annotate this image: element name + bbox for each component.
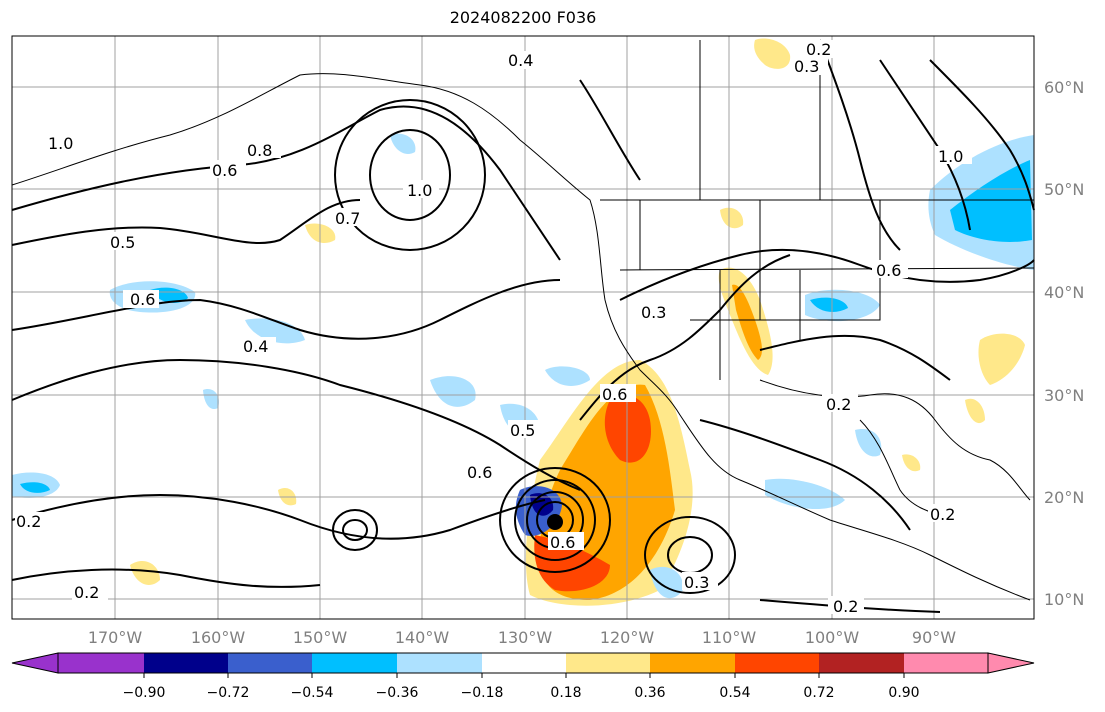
colorbar-swatch [397,653,482,673]
lon-label: 170°W [88,628,143,647]
colorbar-swatch [819,653,904,673]
contour-label: 1.0 [407,181,432,200]
colorbar-tick: −0.72 [207,685,250,701]
lon-label: 130°W [498,628,553,647]
colorbar-tick: −0.54 [291,685,334,701]
contour-label: 0.2 [930,505,955,524]
lon-label: 120°W [600,628,655,647]
colorbar-tick: −0.18 [461,685,504,701]
contour-label: 0.5 [110,233,135,252]
contour-label: 1.0 [938,147,963,166]
contour-label: 0.5 [510,421,535,440]
contour-label: 0.6 [550,533,575,552]
storm-center-marker [547,514,563,530]
contour-label: 0.4 [508,51,533,70]
contour-lines [11,39,1035,613]
lat-label: 50°N [1044,180,1084,199]
lat-label: 10°N [1044,590,1084,609]
colorbar-swatch [482,653,566,673]
coastlines [11,40,1035,601]
colorbar-tick: 0.90 [888,685,919,701]
contour-label: 0.4 [243,337,268,356]
colorbar-tick: 0.72 [803,685,834,701]
map-title: 2024082200 F036 [449,8,597,27]
colorbar-swatch [650,653,735,673]
colorbar-tick: 0.18 [550,685,581,701]
colorbar-min-extend [11,652,59,674]
contour-label: 0.8 [247,141,272,160]
contour-label: 0.2 [806,40,831,59]
colorbar-swatch [144,653,228,673]
lat-label: 40°N [1044,283,1084,302]
contour-label: 0.7 [335,209,360,228]
colorbar-tick: 0.36 [634,685,665,701]
contour-label: 0.2 [16,512,41,531]
lat-label: 20°N [1044,488,1084,507]
contour-label: 1.0 [48,134,73,153]
colorbar-swatch [58,653,144,673]
lat-label: 60°N [1044,78,1084,97]
lon-label: 110°W [702,628,757,647]
colorbar: −0.90 −0.72 −0.54 −0.36 −0.18 0.18 0.36 … [11,652,1035,701]
colorbar-tick: 0.54 [719,685,750,701]
lon-label: 90°W [912,628,956,647]
colorbar-tick: −0.36 [376,685,419,701]
colorbar-swatch [312,653,397,673]
colorbar-swatch [566,653,650,673]
plot-frame [11,35,1035,620]
lon-label: 150°W [293,628,348,647]
contour-label: 0.6 [467,463,492,482]
contour-label: 0.3 [641,303,666,322]
contour-label: 0.6 [212,161,237,180]
colorbar-tick: −0.90 [123,685,166,701]
contour-label-group: 0.6 0.4 1.0 0.6 0.2 0.2 0.3 0.2 0.6 0.4 … [15,40,972,616]
contour-label: 0.3 [684,573,709,592]
lat-label: 30°N [1044,386,1084,405]
lon-label: 100°W [805,628,860,647]
contour-label: 0.6 [876,261,901,280]
contour-label: 0.3 [794,57,819,76]
colorbar-swatch [904,653,988,673]
longitude-labels: 170°W 160°W 150°W 140°W 130°W 120°W 110°… [88,628,956,647]
colorbar-swatch [735,653,819,673]
colorbar-swatch [228,653,312,673]
lon-label: 140°W [395,628,450,647]
contour-label: 0.2 [826,395,851,414]
contour-label: 0.6 [602,385,627,404]
contour-label: 0.2 [74,583,99,602]
contour-label: 0.2 [833,597,858,616]
contour-label: 0.6 [130,290,155,309]
lon-label: 160°W [191,628,246,647]
latitude-labels: 60°N 50°N 40°N 30°N 20°N 10°N [1044,78,1084,609]
colorbar-max-extend [987,652,1035,674]
